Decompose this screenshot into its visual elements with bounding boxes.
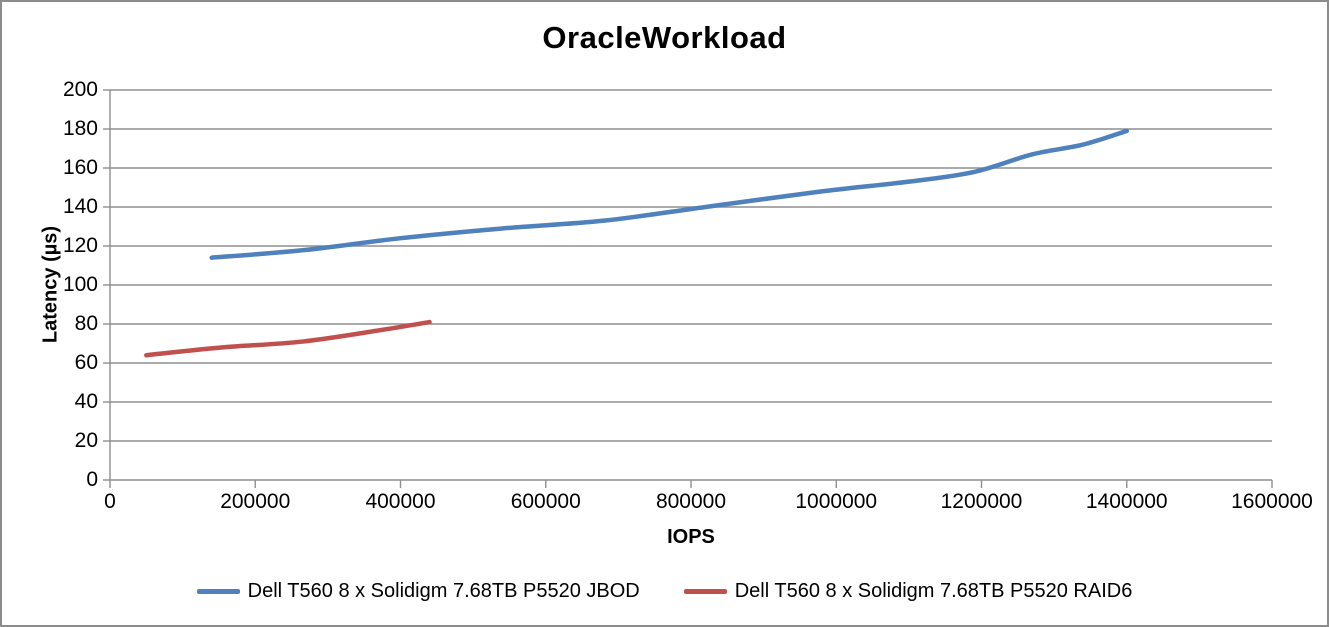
y-tick-label: 100 <box>62 273 98 296</box>
y-tick-label: 40 <box>74 390 98 413</box>
legend-swatch-blue <box>196 589 240 594</box>
legend-item-raid6: Dell T560 8 x Solidigm 7.68TB P5520 RAID… <box>683 580 1133 603</box>
y-tick-label: 120 <box>62 234 98 257</box>
legend-item-jbod: Dell T560 8 x Solidigm 7.68TB P5520 JBOD <box>196 580 640 603</box>
legend: Dell T560 8 x Solidigm 7.68TB P5520 JBOD… <box>2 580 1327 603</box>
y-tick-label: 20 <box>74 429 98 452</box>
y-axis-title: Latency (µs) <box>39 225 62 344</box>
y-tick-label: 200 <box>62 78 98 101</box>
chart-title: OracleWorkload <box>542 20 787 55</box>
x-tick-label: 1600000 <box>1231 490 1313 513</box>
legend-label: Dell T560 8 x Solidigm 7.68TB P5520 JBOD <box>247 580 640 602</box>
x-tick-label: 600000 <box>510 490 581 513</box>
x-tick-label: 0 <box>104 490 116 513</box>
y-tick-label: 80 <box>74 312 98 335</box>
x-tick-label: 1000000 <box>795 490 878 513</box>
y-tick-label: 140 <box>62 195 98 218</box>
x-tick-label: 800000 <box>655 490 727 513</box>
y-tick-label: 60 <box>74 351 98 374</box>
y-tick-label: 0 <box>86 468 98 491</box>
x-tick-label: 200000 <box>220 490 291 513</box>
x-axis-title: IOPS <box>667 526 715 548</box>
legend-label: Dell T560 8 x Solidigm 7.68TB P5520 RAID… <box>734 580 1133 602</box>
y-tick-label: 160 <box>62 156 98 179</box>
x-tick-label: 1400000 <box>1085 490 1168 513</box>
y-tick-label: 180 <box>62 117 98 140</box>
x-tick-label: 400000 <box>365 490 436 513</box>
legend-swatch-red <box>683 589 727 594</box>
series-line-1 <box>144 319 432 358</box>
series-line-0 <box>209 128 1129 260</box>
x-tick-label: 1200000 <box>940 490 1023 513</box>
